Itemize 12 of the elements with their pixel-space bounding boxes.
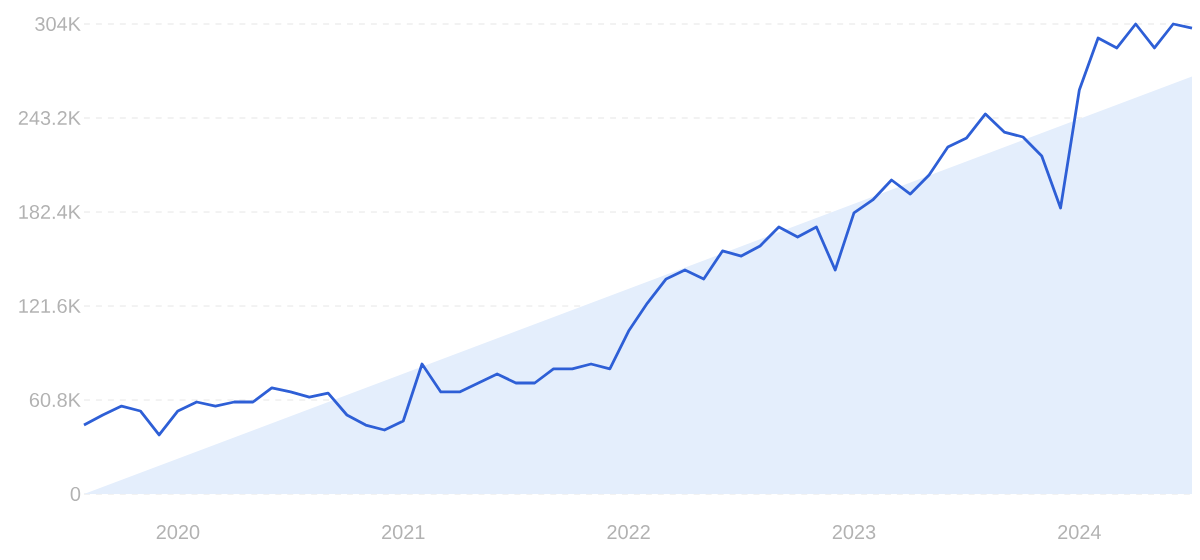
x-tick-label: 2022 <box>607 525 650 540</box>
x-tick-label: 2024 <box>1058 525 1101 540</box>
y-tick-label: 243.2K <box>18 110 81 126</box>
y-tick-label: 182.4K <box>19 204 81 220</box>
y-tick-label: 121.6K <box>19 298 81 314</box>
y-tick-label: 0 <box>70 486 81 502</box>
y-tick-label: 60.8K <box>29 392 81 408</box>
x-tick-label: 2020 <box>156 525 200 540</box>
y-tick-label: 304K <box>35 16 81 32</box>
line-series <box>82 22 1194 437</box>
x-tick-label: 2021 <box>382 525 425 540</box>
x-tick-label: 2023 <box>832 525 876 540</box>
